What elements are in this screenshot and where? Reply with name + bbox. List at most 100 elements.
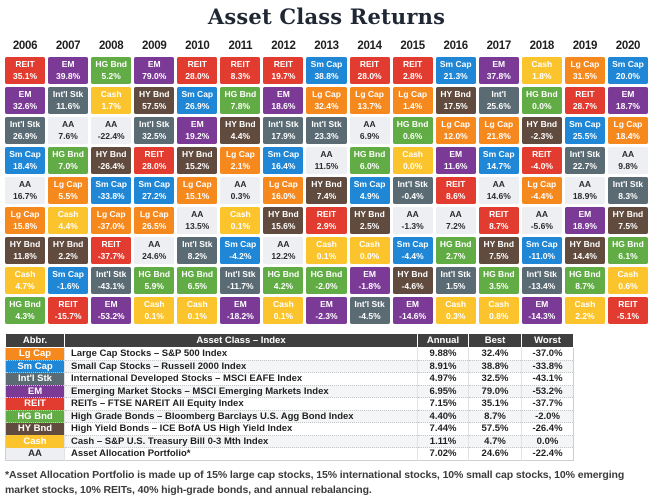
return-cell-2016-intl: Int'l Stk 1.5% — [435, 267, 476, 294]
return-value: -2.0% — [315, 280, 338, 291]
return-value: 7.5% — [618, 220, 638, 231]
asset-label: HG Bnd — [310, 269, 343, 280]
return-cell-2019-reit: REIT 28.7% — [564, 87, 605, 114]
return-cell-2015-reit: REIT 2.8% — [392, 57, 433, 84]
return-cell-2014-cash: Cash 0.0% — [349, 237, 390, 264]
asset-label: AA — [320, 149, 333, 160]
return-value: 35.1% — [12, 70, 38, 81]
return-value: 2.5% — [359, 220, 380, 231]
asset-label: Cash — [316, 239, 337, 250]
return-cell-2010-hybnd: HY Bnd 15.2% — [177, 147, 218, 174]
return-cell-2011-intl: Int'l Stk -11.7% — [220, 267, 261, 294]
legend-name: Large Cap Stocks – S&P 500 Index — [64, 347, 418, 361]
legend-row-intl: Int'l Stk International Developed Stocks … — [5, 372, 574, 386]
asset-label: AA — [105, 119, 118, 130]
return-value: 5.5% — [58, 190, 78, 201]
asset-label: REIT — [15, 59, 35, 70]
return-cell-2009-smcap: Sm Cap 27.2% — [134, 177, 175, 204]
return-cell-2006-smcap: Sm Cap 18.4% — [5, 147, 46, 174]
footnote: *Asset Allocation Portfolio is made up o… — [5, 468, 625, 497]
return-cell-2006-intl: Int'l Stk 26.9% — [5, 117, 46, 144]
return-cell-2010-hgbnd: HG Bnd 6.5% — [177, 267, 218, 294]
return-value: 15.2% — [185, 160, 210, 171]
asset-label: Sm Cap — [396, 239, 429, 250]
return-cell-2018-intl: Int'l Stk -13.4% — [521, 267, 562, 294]
return-value: -14.3% — [528, 310, 556, 321]
return-value: 20.0% — [615, 70, 640, 81]
asset-label: EM — [61, 59, 75, 70]
return-value: -18.2% — [226, 310, 254, 321]
return-cell-2017-em: EM 37.8% — [478, 57, 519, 84]
legend-abbr-lgcap: Lg Cap — [5, 347, 65, 361]
return-value: -22.4% — [97, 130, 125, 141]
legend-annual: 9.88% — [417, 347, 469, 361]
return-value: 4.7% — [15, 280, 35, 291]
legend-table-head: Abbr. Asset Class – Index Annual Best Worst — [5, 333, 574, 348]
legend-row-cash: Cash Cash – S&P U.S. Treasury Bill 0-3 Mt… — [5, 435, 574, 448]
asset-label: Cash — [273, 299, 294, 310]
return-value: -5.6% — [530, 220, 553, 231]
return-cell-2009-em: EM 79.0% — [134, 57, 175, 84]
legend-best: 4.7% — [468, 435, 522, 448]
return-cell-2009-reit: REIT 28.0% — [134, 147, 175, 174]
asset-label: Cash — [229, 209, 251, 220]
return-cell-2017-cash: Cash 0.8% — [478, 297, 519, 324]
page-title: Asset Class Returns — [207, 4, 446, 29]
asset-label: Int'l Stk — [440, 269, 471, 280]
return-value: 26.5% — [142, 220, 167, 231]
return-value: 32.6% — [12, 100, 38, 111]
legend-best: 79.0% — [468, 385, 522, 398]
legend-best: 35.1% — [468, 397, 522, 411]
year-label-2018: 2018 — [529, 40, 555, 52]
return-value: -11.7% — [227, 280, 254, 291]
return-cell-2006-lgcap: Lg Cap 15.8% — [5, 207, 46, 234]
asset-label: HG Bnd — [52, 149, 84, 160]
asset-label: HG Bnd — [482, 269, 515, 280]
returns-grid: REIT 35.1% EM 32.6% Int'l Stk 26.9% Sm Cap 18.4… — [5, 57, 648, 324]
return-cell-2016-em: EM 11.6% — [435, 147, 476, 174]
asset-label: EM — [190, 119, 204, 130]
return-cell-2013-smcap: Sm Cap 38.8% — [306, 57, 347, 84]
asset-label: EM — [621, 89, 635, 100]
return-cell-2016-aa: AA 7.2% — [435, 207, 476, 234]
asset-label: Cash — [531, 59, 553, 70]
return-value: -1.6% — [56, 280, 80, 291]
asset-class-returns-infographic: Asset Class Returns 2006 2007 2008 2009 2010… — [0, 4, 653, 504]
return-cell-2015-hybnd: HY Bnd -4.6% — [392, 267, 433, 294]
asset-label: Sm Cap — [569, 119, 601, 130]
return-value: 8.7% — [575, 280, 595, 291]
legend-row-hybnd: HY Bnd High Yield Bonds – ICE BofA US Hig… — [5, 422, 574, 436]
asset-label: Lg Cap — [355, 89, 384, 100]
return-value: -33.8% — [97, 190, 125, 201]
return-cell-2010-intl: Int'l Stk 8.2% — [177, 237, 218, 264]
return-value: -2.3% — [530, 130, 553, 141]
return-value: 21.3% — [443, 70, 468, 81]
return-value: 8.2% — [187, 250, 207, 261]
return-value: -4.4% — [401, 250, 424, 261]
return-value: 17.9% — [271, 130, 296, 141]
asset-label: Cash — [359, 239, 380, 250]
return-value: 15.8% — [12, 220, 38, 231]
return-value: 14.4% — [572, 250, 597, 261]
asset-label: EM — [406, 299, 419, 310]
return-cell-2018-em: EM -14.3% — [521, 297, 562, 324]
return-value: 0.3% — [230, 190, 251, 201]
return-value: 19.7% — [271, 70, 296, 81]
asset-label: AA — [18, 179, 32, 190]
asset-label: Int'l Stk — [397, 179, 428, 190]
asset-label: HG Bnd — [353, 149, 386, 160]
return-value: 8.6% — [446, 190, 466, 201]
return-value: 23.3% — [314, 130, 339, 141]
return-cell-2013-lgcap: Lg Cap 32.4% — [306, 87, 347, 114]
return-cell-2007-em: EM 39.8% — [48, 57, 89, 84]
asset-label: REIT — [402, 59, 423, 70]
return-cell-2008-intl: Int'l Stk -43.1% — [91, 267, 132, 294]
asset-label: HY Bnd — [354, 209, 385, 220]
legend-table: Abbr. Asset Class – Index Annual Best Worst … — [5, 333, 574, 461]
return-cell-2012-em: EM 18.6% — [263, 87, 304, 114]
asset-label: HG Bnd — [267, 269, 300, 280]
legend-abbr-cash: Cash — [5, 435, 65, 448]
asset-label: AA — [363, 119, 376, 130]
return-cell-2020-aa: AA 9.8% — [607, 147, 648, 174]
return-value: -15.7% — [54, 310, 82, 321]
